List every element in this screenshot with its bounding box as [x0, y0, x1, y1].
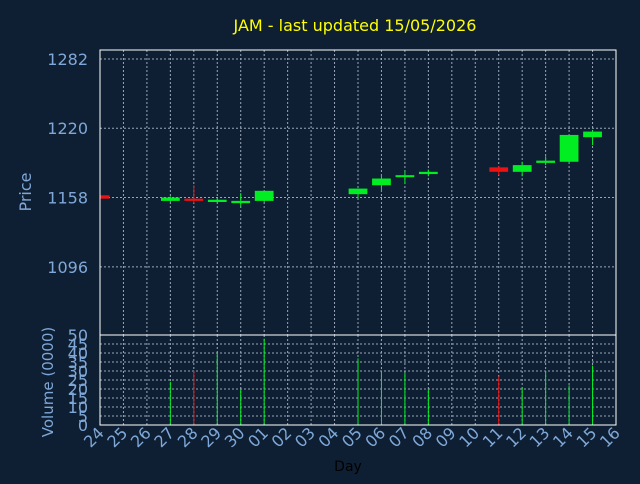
- chart-title: JAM - last updated 15/05/2026: [233, 16, 477, 35]
- price-tick-label: 1220: [47, 119, 88, 138]
- candle-body: [489, 167, 509, 172]
- price-axis-label: Price: [16, 172, 35, 211]
- candle-body: [231, 200, 251, 204]
- volume-tick-label: 0: [78, 416, 88, 435]
- volume-tick-label: 45: [68, 335, 88, 354]
- price-y-ticks: 1096 1158 1220 1282: [47, 50, 88, 277]
- candle-body: [160, 197, 180, 201]
- price-tick-label: 1282: [47, 50, 88, 69]
- candle-body: [100, 195, 110, 199]
- volume-tick-label: 40: [68, 344, 88, 363]
- candle-body: [512, 165, 532, 172]
- day-tick-labels: 2425262728293001020304050607080910111213…: [80, 423, 624, 451]
- volume-bars: [169, 338, 594, 425]
- candle-body: [184, 198, 204, 201]
- volume-tick-label: 30: [68, 362, 88, 381]
- candle-body: [536, 160, 556, 163]
- candle-body: [559, 134, 579, 162]
- candle-body: [254, 190, 274, 201]
- volume-plot-frame: [99, 334, 617, 426]
- candle-body: [418, 171, 438, 175]
- price-grid: [99, 50, 617, 335]
- candle-body: [583, 131, 602, 138]
- volume-tick-label: 5: [78, 407, 88, 426]
- candle-body: [207, 199, 227, 202]
- volume-tick-label: 10: [68, 398, 88, 417]
- price-tick-label: 1158: [47, 189, 88, 208]
- volume-tick-label: 15: [68, 389, 88, 408]
- price-tick-label: 1096: [47, 258, 88, 277]
- candle-body: [372, 178, 391, 186]
- volume-tick-label: 35: [68, 353, 88, 372]
- candle-body: [348, 188, 368, 195]
- volume-tick-label: 25: [68, 371, 88, 390]
- volume-tick-label: 50: [68, 326, 88, 345]
- day-axis-label: Day: [334, 459, 362, 475]
- volume-tick-label: 20: [68, 380, 88, 399]
- volume-axis-label: Volume (0000): [39, 327, 57, 437]
- candle-body: [395, 175, 415, 178]
